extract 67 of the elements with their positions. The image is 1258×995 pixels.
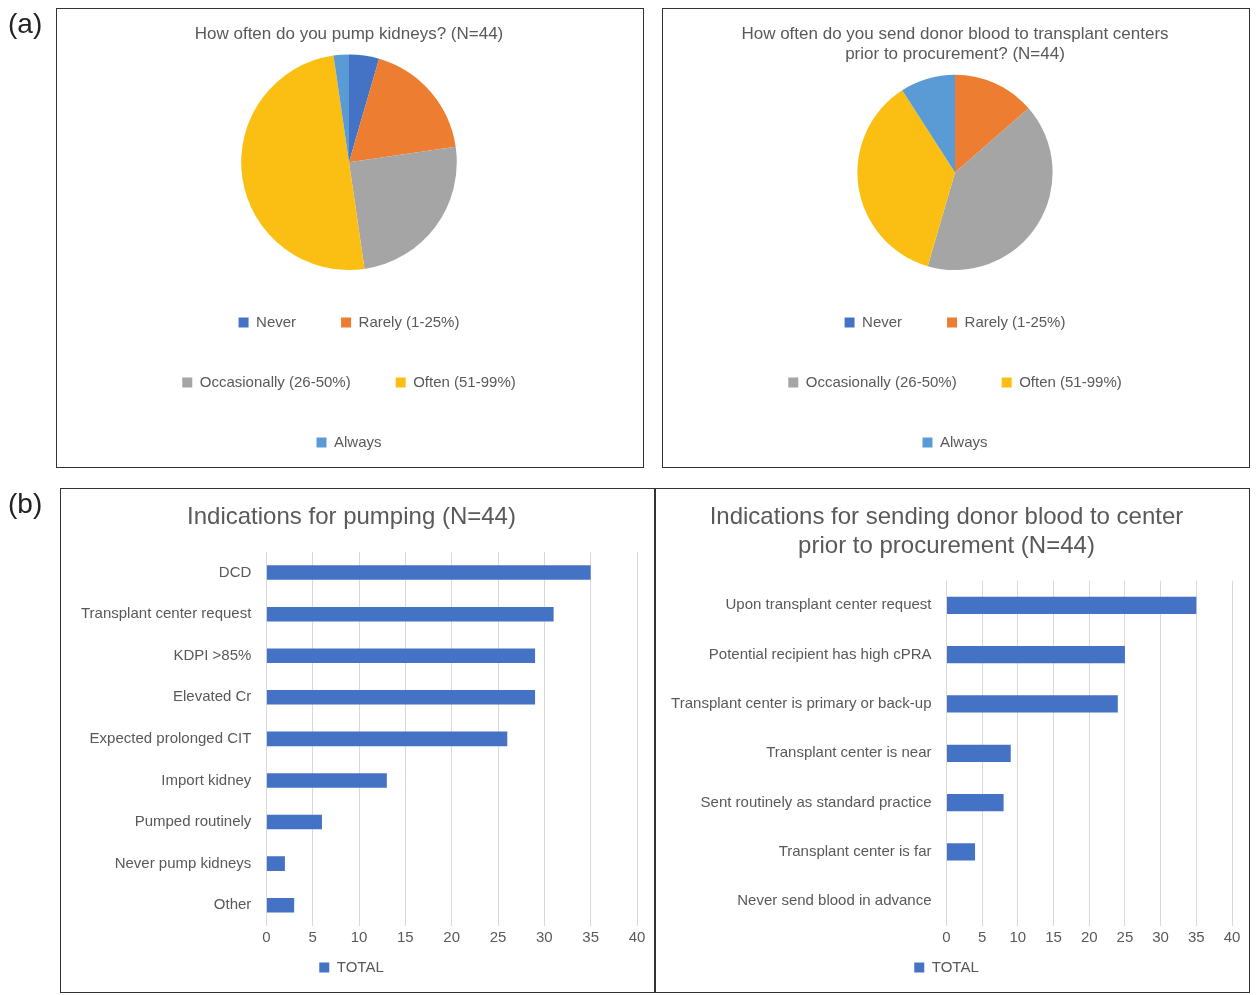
x-tick-label: 5 [308,928,317,946]
x-tick-label: 35 [582,928,600,946]
y-tick-label: DCD [218,562,252,580]
legend-label: Often (51-99%) [413,372,516,390]
legend-label: Occasionally (26-50%) [805,372,957,390]
legend-label: Rarely (1-25%) [358,312,460,330]
x-tick-label: 15 [1045,928,1062,946]
chart-title: Indications for sending donor blood to center prior to procurement (N=44) [709,502,1184,558]
x-tick-label: 35 [1187,928,1205,946]
y-tick-label: Transplant center is primary or back-up [671,694,932,712]
x-tick-label: 40 [628,928,646,946]
chart-title: How often do you send donor blood to transplant centers prior to procurement? (N=44) [741,23,1169,64]
legend-label: Never [256,312,297,330]
y-tick-label: Never pump kidneys [114,853,252,871]
legend-label: Rarely (1-25%) [964,312,1066,330]
y-tick-label: Potential recipient has high cPRA [708,644,932,662]
bar [266,814,322,830]
x-tick-label: 40 [1223,928,1241,946]
y-tick-label: Sent routinely as standard practice [700,792,932,810]
chart-title: Indications for pumping (N=44) [187,502,516,530]
bar [947,794,1004,812]
bar [947,645,1125,664]
x-tick-label: 30 [1152,928,1169,946]
bar [266,565,591,580]
y-tick-label: Never send blood in advance [737,891,932,909]
legend-label: Never [862,312,903,330]
bar [266,773,387,788]
x-tick-label: 0 [262,928,271,946]
x-tick-label: 25 [489,928,507,946]
y-tick-label: Elevated Cr [172,687,252,705]
y-tick-label: Transplant center request [80,604,253,622]
bar [266,606,554,622]
y-tick-label: Upon transplant center request [725,595,933,613]
x-tick-label: 10 [350,928,368,946]
x-tick-label: 20 [443,928,461,946]
x-tick-label: 10 [1009,928,1027,946]
legend-label: TOTAL [336,957,384,975]
legend-label: Often (51-99%) [1019,372,1122,390]
x-tick-label: 20 [1080,928,1098,946]
y-tick-label: Import kidney [161,770,252,788]
bar [947,596,1197,614]
bar [266,731,508,747]
bar [266,648,536,664]
legend-label: TOTAL [931,957,979,975]
bar [947,744,1011,762]
bar [947,695,1118,713]
legend-label: Occasionally (26-50%) [199,372,351,390]
bar [947,843,976,861]
legend-label: Always [939,432,988,450]
bar [266,856,285,871]
y-tick-label: Pumped routinely [134,812,252,830]
bar [266,897,295,913]
x-tick-label: 25 [1116,928,1134,946]
x-tick-label: 30 [536,928,553,946]
y-tick-label: KDPI >85% [173,645,252,663]
chart-title: How often do you pump kidneys? (N=44) [194,23,504,43]
x-tick-label: 15 [397,928,414,946]
bar [266,690,536,705]
x-tick-label: 5 [978,928,987,946]
legend-label: Always [333,432,382,450]
x-tick-label: 0 [942,928,951,946]
y-tick-label: Other [213,895,252,913]
text: (a) [8,8,44,40]
y-tick-label: Expected prolonged CIT [89,729,252,747]
y-tick-label: Transplant center is far [778,842,932,860]
text: (b) [8,488,44,520]
y-tick-label: Transplant center is near [766,743,932,761]
